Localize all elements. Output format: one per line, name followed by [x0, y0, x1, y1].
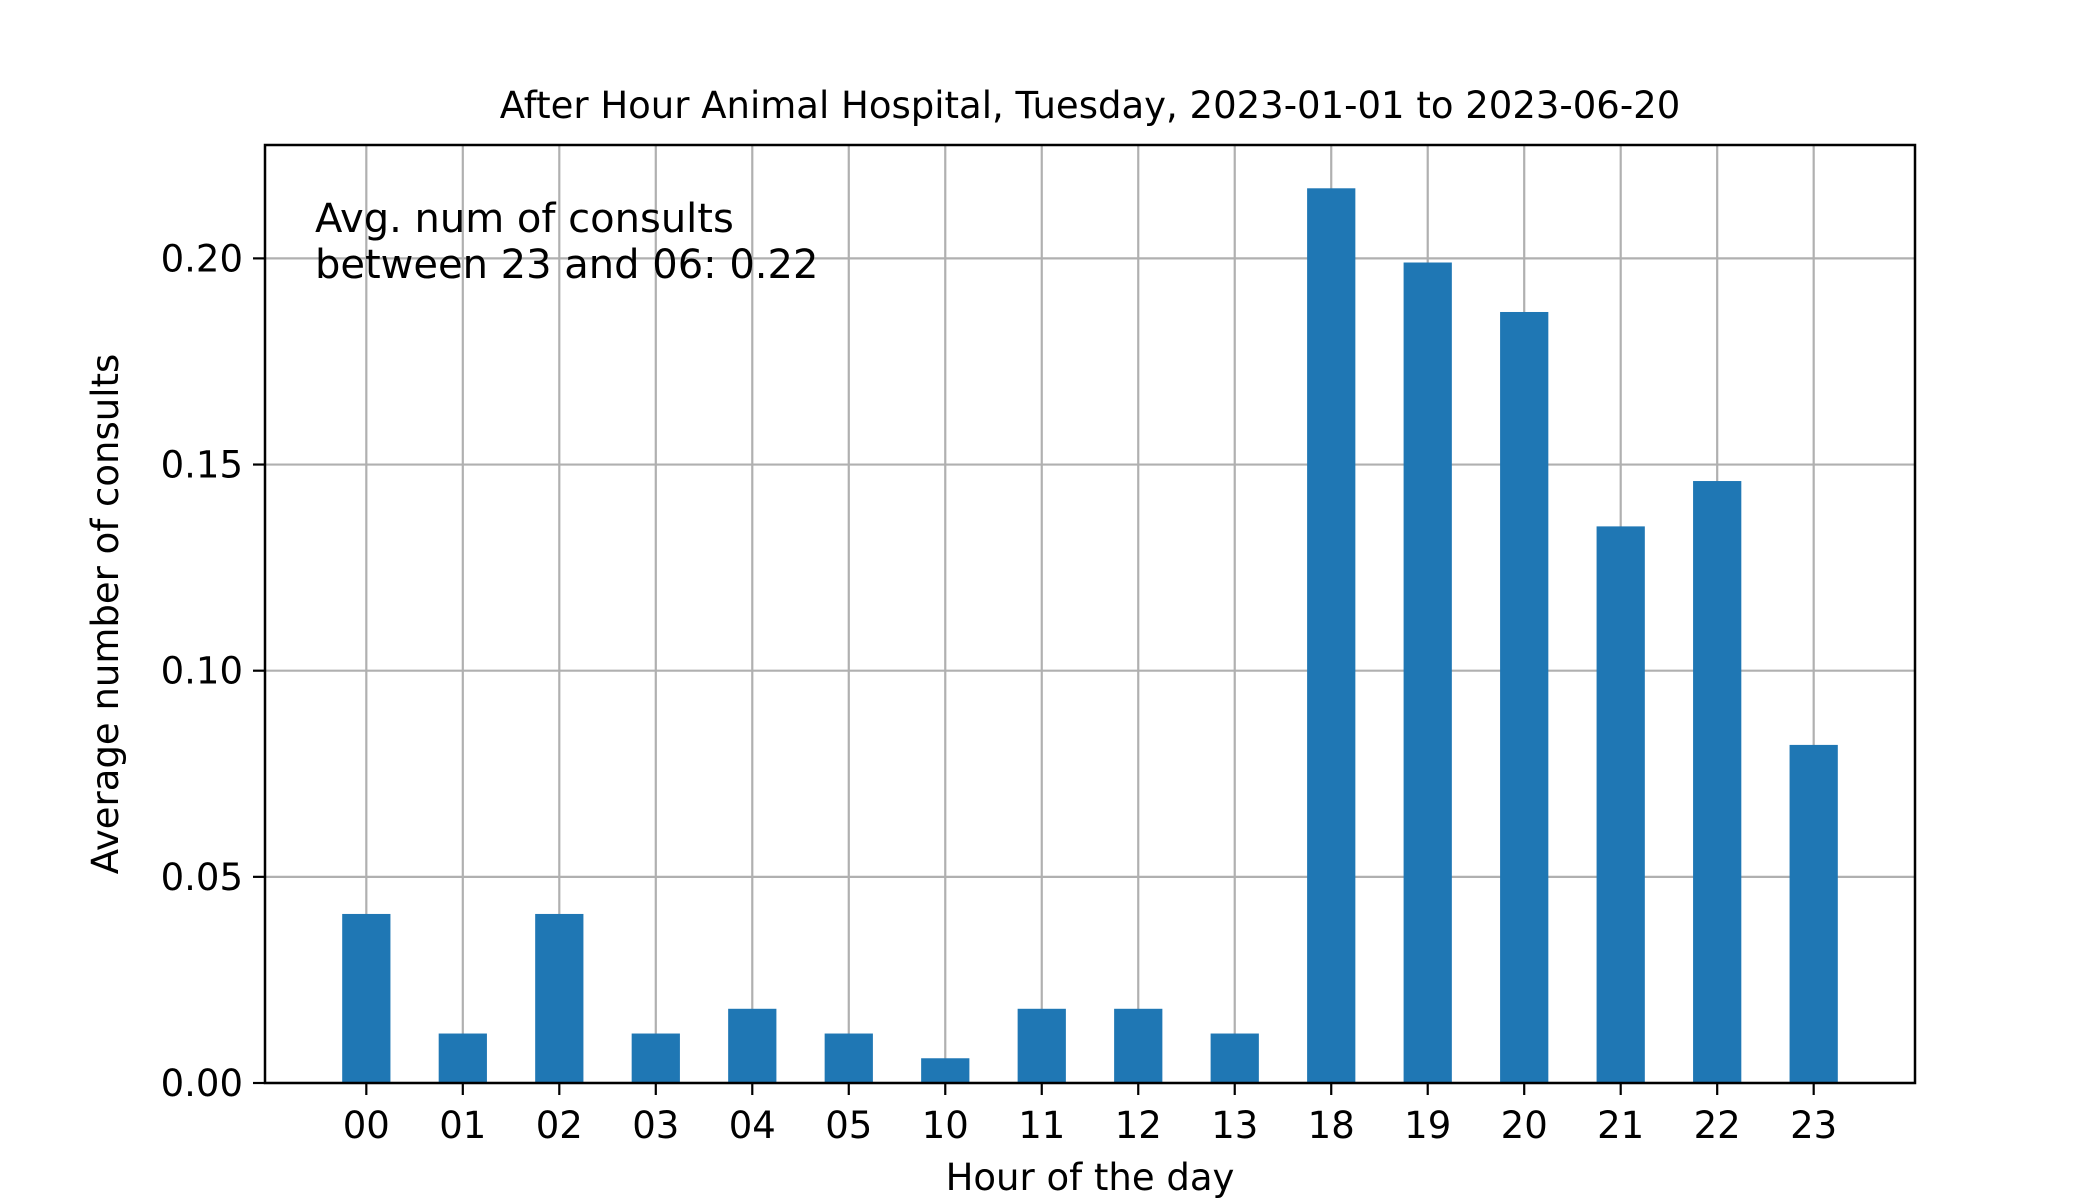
x-axis-label: Hour of the day — [946, 1156, 1235, 1199]
bar-21 — [1596, 526, 1645, 1083]
bar-19 — [1403, 262, 1452, 1083]
annotation-text: Avg. num of consults between 23 and 06: … — [315, 196, 818, 288]
x-tick-label: 20 — [1501, 1104, 1548, 1147]
x-tick-label: 00 — [343, 1104, 390, 1147]
y-tick-label: 0.15 — [161, 444, 243, 487]
x-tick-label: 13 — [1211, 1104, 1258, 1147]
bars — [342, 188, 1838, 1084]
annotation-line-1: Avg. num of consults — [315, 196, 734, 242]
bar-01 — [438, 1033, 487, 1083]
bar-02 — [535, 913, 584, 1083]
x-tick-label: 19 — [1404, 1104, 1451, 1147]
bar-11 — [1017, 1008, 1066, 1083]
chart-title: After Hour Animal Hospital, Tuesday, 202… — [500, 84, 1681, 127]
y-axis-label: Average number of consults — [84, 354, 127, 875]
x-tick-label: 01 — [439, 1104, 486, 1147]
bar-04 — [728, 1008, 777, 1083]
x-tick-label: 18 — [1308, 1104, 1355, 1147]
annotation-line-2: between 23 and 06: 0.22 — [315, 242, 818, 288]
bar-12 — [1114, 1008, 1163, 1083]
bar-18 — [1307, 188, 1356, 1084]
y-tick-label: 0.00 — [161, 1062, 243, 1105]
x-tick-label: 10 — [922, 1104, 969, 1147]
axes: 0.00 0.05 0.10 0.15 0.20 00 01 02 03 04 05 10 11 12 13… — [161, 237, 1838, 1147]
x-tick-label: 12 — [1115, 1104, 1162, 1147]
x-tick-label: 11 — [1018, 1104, 1065, 1147]
x-tick-label: 22 — [1694, 1104, 1741, 1147]
bar-10 — [921, 1058, 970, 1083]
bar-20 — [1500, 311, 1549, 1083]
bar-05 — [824, 1033, 873, 1083]
x-tick-label: 02 — [536, 1104, 583, 1147]
bar-13 — [1210, 1033, 1259, 1083]
x-tick-label: 04 — [729, 1104, 776, 1147]
x-tick-label: 23 — [1790, 1104, 1837, 1147]
plot-frame — [263, 143, 1917, 1085]
bar-22 — [1693, 481, 1742, 1083]
bar-03 — [631, 1033, 680, 1083]
y-tick-label: 0.05 — [161, 856, 243, 899]
x-tick-label: 05 — [825, 1104, 872, 1147]
y-tick-label: 0.10 — [161, 650, 243, 693]
bar-23 — [1789, 744, 1838, 1083]
x-tick-label: 03 — [632, 1104, 679, 1147]
y-tick-label: 0.20 — [161, 237, 243, 280]
bar-00 — [342, 913, 391, 1083]
x-tick-label: 21 — [1597, 1104, 1644, 1147]
